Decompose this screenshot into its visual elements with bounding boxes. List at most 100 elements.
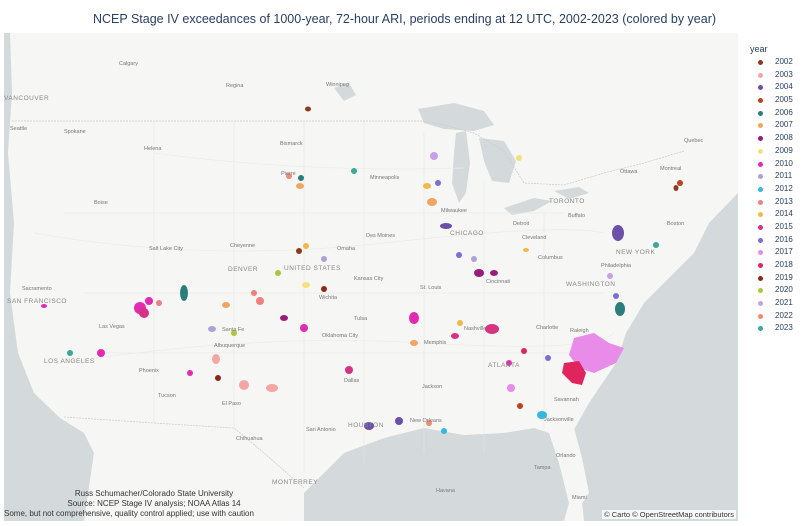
legend-label: 2007 bbox=[775, 120, 793, 130]
legend-item-2005[interactable]: 2005 bbox=[750, 95, 809, 108]
map-label-chicago: CHICAGO bbox=[450, 230, 484, 237]
exceedance-2011 bbox=[321, 256, 327, 262]
map-label-pierre: Pierre bbox=[281, 171, 296, 177]
legend-item-2014[interactable]: 2014 bbox=[750, 209, 809, 222]
canada-border bbox=[12, 120, 685, 186]
legend-label: 2013 bbox=[775, 196, 793, 206]
map-label-wichita: Wichita bbox=[319, 295, 338, 301]
exceedance-2015 bbox=[139, 308, 149, 318]
map-label-spokane: Spokane bbox=[64, 129, 86, 135]
map-label-ottawa: Ottawa bbox=[620, 169, 638, 175]
exceedance-2010 bbox=[409, 312, 419, 324]
legend-item-2011[interactable]: 2011 bbox=[750, 171, 809, 184]
legend-marker bbox=[758, 161, 763, 167]
exceedance-2006 bbox=[615, 302, 625, 316]
legend-item-2022[interactable]: 2022 bbox=[750, 311, 809, 324]
exceedance-2015 bbox=[451, 333, 459, 339]
exceedance-2017 bbox=[507, 384, 515, 392]
exceedance-2007 bbox=[296, 183, 304, 189]
legend-item-2008[interactable]: 2008 bbox=[750, 133, 809, 146]
exceedance-2005 bbox=[677, 180, 683, 186]
legend-marker bbox=[758, 60, 763, 65]
map-label-losangeles: LOS ANGELES bbox=[44, 358, 95, 365]
lake-winnipeg bbox=[334, 83, 356, 101]
map-label-usa: UNITED STATES bbox=[284, 265, 341, 272]
exceedance-2007 bbox=[222, 302, 230, 308]
exceedance-2008 bbox=[280, 315, 288, 321]
legend-item-2002[interactable]: 2002 bbox=[750, 57, 809, 70]
exceedance-2007 bbox=[427, 198, 437, 206]
map-label-atlanta: ATLANTA bbox=[488, 362, 520, 369]
legend-item-2019[interactable]: 2019 bbox=[750, 273, 809, 286]
map-label-houston: HOUSTON bbox=[348, 422, 384, 429]
exceedance-2015 bbox=[485, 324, 499, 334]
exceedance-2007 bbox=[410, 340, 418, 346]
exceedance-2010 bbox=[187, 370, 193, 376]
map-label-santafe: Santa Fe bbox=[222, 327, 245, 333]
legend-label: 2023 bbox=[775, 323, 793, 333]
legend-label: 2021 bbox=[775, 298, 793, 308]
legend-item-2021[interactable]: 2021 bbox=[750, 298, 809, 311]
legend-label: 2008 bbox=[775, 133, 793, 143]
exceedance-2009 bbox=[302, 282, 310, 288]
legend-item-2018[interactable]: 2018 bbox=[750, 260, 809, 273]
legend-item-2013[interactable]: 2013 bbox=[750, 197, 809, 210]
map-label-saltlake: Salt Lake City bbox=[149, 246, 183, 252]
legend-marker bbox=[758, 263, 763, 268]
credit-author: Russ Schumacher/Colorado State Universit… bbox=[74, 489, 234, 498]
map-label-stlouis: St. Louis bbox=[420, 285, 442, 291]
map-label-omaha: Omaha bbox=[337, 246, 356, 252]
exceedance-2004 bbox=[364, 422, 374, 430]
lake-erie bbox=[504, 198, 552, 215]
legend-item-2003[interactable]: 2003 bbox=[750, 70, 809, 83]
exceedance-2005 bbox=[517, 403, 523, 409]
legend-item-2023[interactable]: 2023 bbox=[750, 323, 809, 336]
legend-marker bbox=[758, 123, 763, 129]
exceedance-2002 bbox=[305, 106, 311, 112]
legend-item-2012[interactable]: 2012 bbox=[750, 184, 809, 197]
legend-item-2004[interactable]: 2004 bbox=[750, 82, 809, 95]
legend-marker bbox=[758, 136, 763, 142]
legend-marker bbox=[758, 326, 763, 332]
exceedance-2002 bbox=[296, 248, 302, 254]
map-label-toronto: TORONTO bbox=[549, 198, 585, 205]
legend-marker bbox=[758, 313, 763, 319]
exceedance-2012 bbox=[537, 411, 547, 419]
legend-item-2010[interactable]: 2010 bbox=[750, 159, 809, 172]
legend-label: 2005 bbox=[775, 95, 793, 105]
exceedance-2013 bbox=[156, 300, 162, 306]
exceedance-2021 bbox=[607, 273, 613, 279]
map-label-sanantonio: San Antonio bbox=[306, 427, 336, 433]
legend-marker bbox=[758, 186, 763, 192]
map-canvas[interactable]: UNITED STATES DENVER CHICAGO TORONTO NEW… bbox=[4, 33, 738, 521]
map-label-jackson: Jackson bbox=[422, 384, 443, 390]
exceedance-2014 bbox=[457, 320, 463, 326]
legend-label: 2006 bbox=[775, 107, 793, 117]
legend-item-2006[interactable]: 2006 bbox=[750, 108, 809, 121]
legend-item-2009[interactable]: 2009 bbox=[750, 146, 809, 159]
exceedance-2010 bbox=[300, 324, 308, 332]
legend-marker bbox=[758, 250, 763, 256]
exceedance-2016 bbox=[613, 293, 619, 299]
legend-item-2016[interactable]: 2016 bbox=[750, 235, 809, 248]
credit-source: Source: NCEP Stage IV analysis; NOAA Atl… bbox=[67, 499, 241, 508]
exceedance-2014 bbox=[423, 183, 431, 189]
lake-superior bbox=[418, 103, 494, 131]
map-label-sacramento: Sacramento bbox=[22, 286, 52, 292]
legend-item-2015[interactable]: 2015 bbox=[750, 222, 809, 235]
legend-item-2017[interactable]: 2017 bbox=[750, 247, 809, 260]
exceedance-2011 bbox=[471, 256, 477, 262]
exceedance-2016 bbox=[545, 355, 551, 361]
legend-item-2020[interactable]: 2020 bbox=[750, 285, 809, 298]
map-label-kansascity: Kansas City bbox=[354, 276, 384, 282]
map-label-albuquerque: Albuquerque bbox=[214, 343, 246, 349]
legend-item-2007[interactable]: 2007 bbox=[750, 120, 809, 133]
map-attribution[interactable]: © Carto © OpenStreetMap contributors bbox=[602, 510, 736, 519]
map-label-seattle: Seattle bbox=[10, 126, 28, 132]
basemap bbox=[4, 33, 738, 521]
exceedance-2010 bbox=[506, 360, 512, 366]
map-label-montreal: Montreal bbox=[660, 166, 682, 172]
legend-marker bbox=[758, 98, 763, 104]
map-label-denver: DENVER bbox=[228, 266, 259, 273]
exceedance-2019 bbox=[215, 375, 221, 381]
